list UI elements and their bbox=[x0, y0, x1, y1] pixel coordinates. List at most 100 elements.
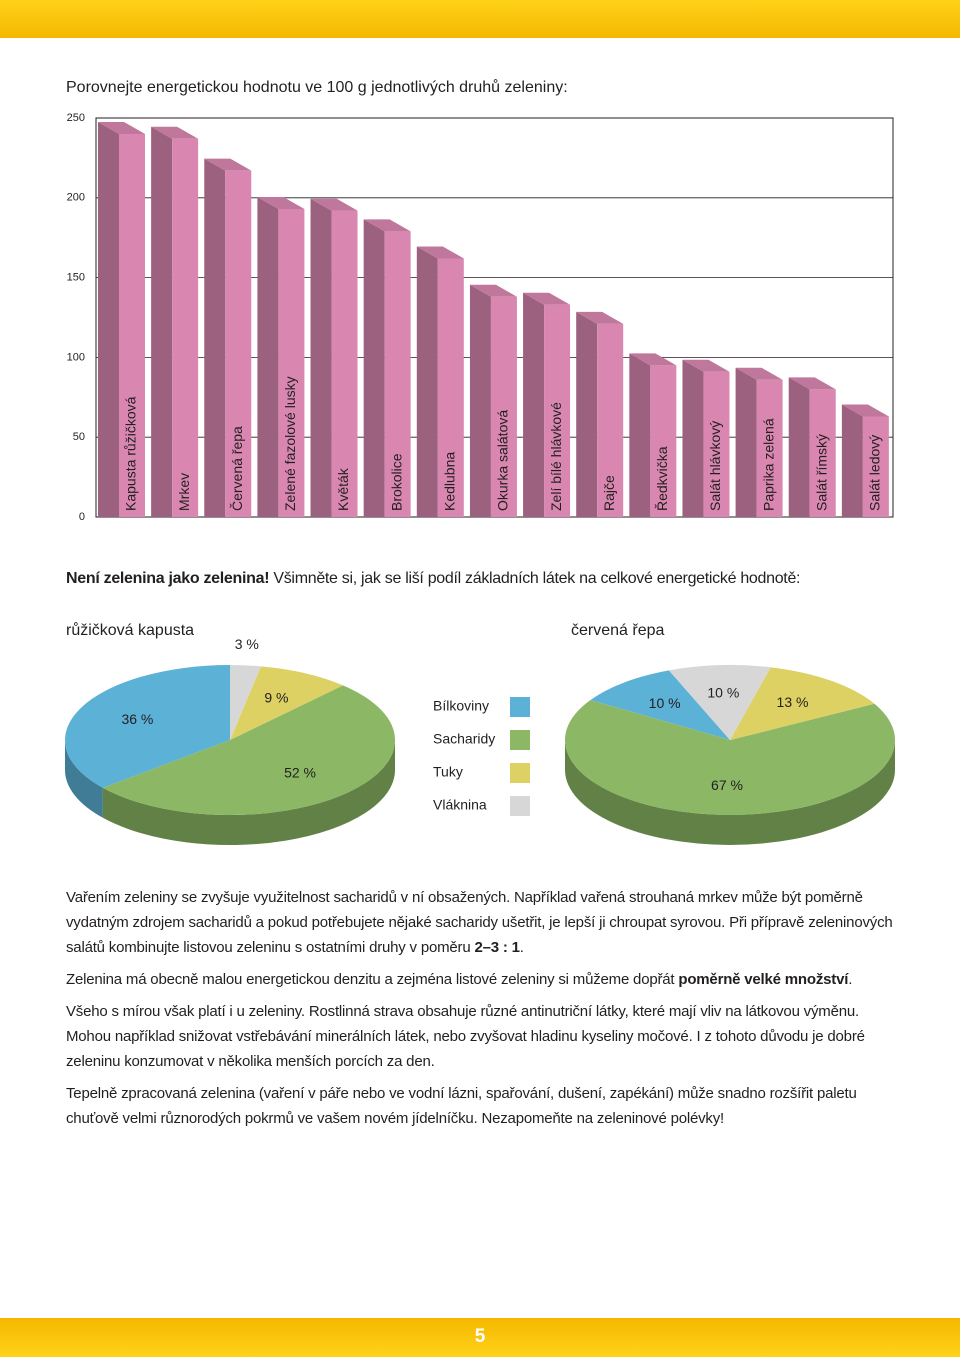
bar bbox=[278, 208, 305, 518]
pie-side bbox=[65, 740, 103, 818]
body-text: Vařením zeleniny se zvyšuje využitelnost… bbox=[66, 885, 896, 1138]
bottom-bar bbox=[0, 1318, 960, 1357]
pie-slice bbox=[564, 699, 895, 815]
pie-slice bbox=[590, 670, 730, 740]
y-tick-label: 50 bbox=[73, 431, 85, 443]
bar-top bbox=[576, 311, 624, 324]
x-tick-label: Rajče bbox=[601, 475, 617, 511]
bar-top bbox=[416, 246, 464, 259]
paragraph: Vařením zeleniny se zvyšuje využitelnost… bbox=[66, 885, 896, 960]
bar bbox=[225, 170, 252, 517]
y-tick-label: 100 bbox=[67, 351, 85, 363]
bar-side bbox=[841, 404, 863, 517]
bar bbox=[384, 231, 411, 518]
bar bbox=[119, 133, 145, 517]
pie-side bbox=[565, 740, 895, 845]
bar-side bbox=[310, 198, 332, 517]
text-run: Tepelně zpracovaná zelenina (vaření v pá… bbox=[66, 1085, 857, 1127]
text-run: Není zelenina jako zelenina! bbox=[66, 570, 270, 587]
bar bbox=[490, 296, 517, 517]
bar-top bbox=[788, 377, 836, 390]
bar-side bbox=[98, 121, 119, 518]
charts: Porovnejte energetickou hodnotu ve 100 g… bbox=[64, 78, 895, 846]
bar-side bbox=[576, 311, 598, 517]
data-label: 67 % bbox=[711, 777, 743, 793]
pie-slice bbox=[230, 666, 343, 740]
x-tick-label: Kedlubna bbox=[442, 452, 458, 511]
bar bbox=[437, 258, 464, 517]
bar bbox=[597, 323, 624, 517]
section-heading: Není zelenina jako zelenina! Všimněte si… bbox=[66, 570, 801, 588]
bar-side bbox=[416, 246, 438, 517]
data-label: 10 % bbox=[707, 684, 739, 700]
pie-slice bbox=[102, 685, 396, 816]
legend-swatch bbox=[510, 796, 530, 816]
legend-label: Vláknina bbox=[433, 797, 487, 813]
bar-top bbox=[682, 359, 730, 372]
page-number: 5 bbox=[474, 1326, 486, 1347]
bar-top bbox=[841, 404, 889, 417]
paragraph: Zelenina má obecně malou energetickou de… bbox=[66, 967, 896, 992]
data-label: 9 % bbox=[264, 689, 288, 705]
bar-side bbox=[257, 196, 279, 518]
legend-label: Sacharidy bbox=[433, 731, 495, 747]
y-tick-label: 150 bbox=[67, 272, 85, 284]
bar-top bbox=[735, 367, 783, 380]
paragraph: Tepelně zpracovaná zelenina (vaření v pá… bbox=[66, 1081, 896, 1131]
text-run: Zelenina má obecně malou energetickou de… bbox=[66, 971, 679, 988]
pie-slice bbox=[230, 665, 261, 740]
text-run: 2–3 : 1 bbox=[474, 939, 520, 956]
x-tick-label: Zelené fazolové lusky bbox=[282, 376, 298, 511]
bar-top bbox=[523, 292, 571, 305]
legend-label: Tuky bbox=[433, 764, 463, 780]
bar bbox=[809, 389, 836, 517]
bar-side bbox=[523, 292, 545, 517]
bar-top bbox=[469, 284, 517, 297]
bar-top bbox=[363, 219, 411, 232]
bar bbox=[703, 371, 730, 517]
legend-swatch bbox=[510, 730, 530, 750]
bar-side bbox=[682, 359, 704, 517]
text-run: . bbox=[519, 939, 524, 956]
pie-side bbox=[102, 740, 396, 846]
pie-slice bbox=[64, 665, 230, 788]
bar bbox=[756, 379, 783, 517]
top-bar bbox=[0, 0, 960, 38]
x-tick-label: Salát hlávkový bbox=[707, 421, 723, 511]
x-tick-label: Okurka salátová bbox=[495, 410, 511, 511]
bar-side bbox=[204, 158, 226, 517]
bar-side bbox=[363, 219, 385, 518]
y-tick-label: 250 bbox=[67, 112, 85, 124]
x-tick-label: Zelí bílé hlávkové bbox=[548, 402, 564, 511]
data-label: 10 % bbox=[649, 695, 681, 711]
x-tick-label: Mrkev bbox=[176, 473, 192, 511]
legend-label: Bílkoviny bbox=[433, 698, 489, 714]
chart-title: Porovnejte energetickou hodnotu ve 100 g… bbox=[66, 78, 568, 96]
data-label: 52 % bbox=[284, 765, 316, 781]
bar-side bbox=[788, 377, 810, 517]
bar-side bbox=[469, 284, 491, 517]
bar-top bbox=[257, 196, 305, 209]
bar-side bbox=[735, 367, 757, 517]
pie-slice bbox=[668, 665, 771, 740]
x-tick-label: Kapusta růžičková bbox=[123, 396, 139, 511]
y-tick-label: 200 bbox=[67, 192, 85, 204]
bar bbox=[172, 138, 199, 518]
x-tick-label: Salát římský bbox=[813, 434, 829, 511]
text-run: . bbox=[848, 971, 853, 988]
bar-side bbox=[151, 126, 173, 518]
y-tick-label: 0 bbox=[79, 511, 85, 523]
pie-title: červená řepa bbox=[571, 622, 664, 639]
bar bbox=[331, 210, 358, 517]
bar-top bbox=[310, 198, 358, 211]
x-tick-label: Salát ledový bbox=[867, 435, 883, 511]
bar bbox=[862, 416, 889, 517]
bar-side bbox=[629, 353, 651, 517]
legend-swatch bbox=[510, 763, 530, 783]
x-tick-label: Květák bbox=[335, 467, 351, 511]
bar-top bbox=[629, 353, 677, 366]
text-run: Všimněte si, jak se liší podíl základníc… bbox=[269, 570, 801, 587]
text-run: Vařením zeleniny se zvyšuje využitelnost… bbox=[66, 889, 893, 956]
x-tick-label: Červená řepa bbox=[229, 426, 245, 511]
